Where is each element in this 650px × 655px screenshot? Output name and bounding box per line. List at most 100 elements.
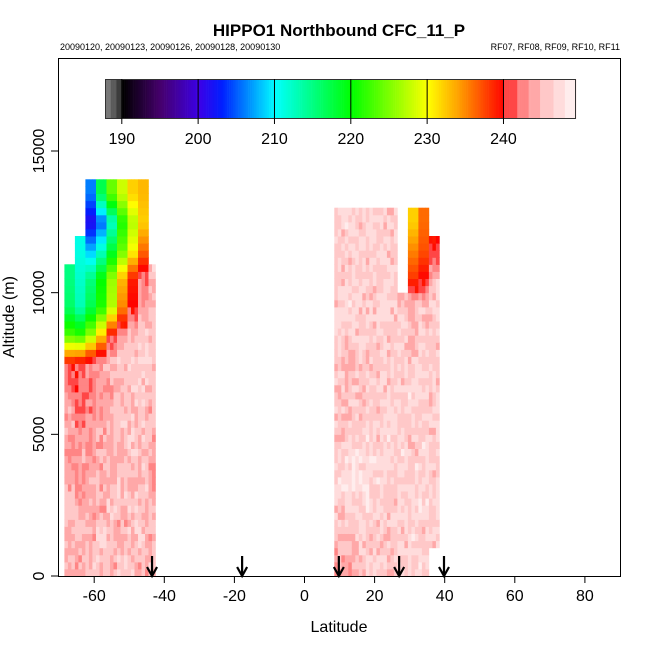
data-cell	[400, 483, 405, 492]
data-cell	[138, 321, 142, 329]
data-cell	[414, 448, 419, 457]
data-cell	[71, 483, 76, 492]
data-cell	[96, 554, 100, 563]
data-cell	[117, 505, 121, 513]
data-cell	[74, 398, 79, 407]
data-cell	[418, 568, 423, 577]
data-cell	[341, 554, 346, 563]
x-tick-label: 60	[506, 588, 524, 605]
data-cell	[407, 533, 412, 542]
data-cell	[81, 285, 86, 294]
data-cell	[379, 306, 384, 315]
data-cell	[334, 469, 339, 478]
data-cell	[362, 328, 367, 336]
data-cell	[379, 257, 384, 265]
data-cell	[81, 455, 86, 464]
data-cell	[421, 491, 426, 499]
data-cell	[400, 292, 405, 301]
data-cell	[355, 469, 360, 478]
data-cell	[390, 363, 395, 372]
data-cell	[78, 469, 83, 478]
data-cell	[386, 413, 391, 421]
data-cell	[148, 483, 153, 492]
colorbar-swatch	[553, 79, 556, 119]
data-cell	[71, 448, 76, 457]
data-cell	[138, 512, 142, 520]
data-cell	[425, 278, 430, 287]
data-cell	[131, 328, 135, 336]
data-cell	[148, 491, 153, 499]
data-cell	[145, 505, 149, 513]
data-cell	[337, 526, 342, 534]
data-cell	[106, 519, 111, 527]
data-cell	[120, 420, 125, 428]
data-cell	[106, 207, 111, 216]
data-cell	[369, 441, 374, 449]
data-cell	[96, 278, 100, 287]
data-cell	[393, 441, 398, 449]
data-cell	[341, 434, 346, 442]
data-cell	[428, 271, 433, 279]
data-cell	[78, 505, 83, 513]
data-cell	[113, 200, 118, 209]
data-cell	[148, 519, 153, 527]
data-cell	[81, 342, 86, 350]
data-cell	[397, 384, 402, 393]
data-cell	[355, 561, 360, 570]
data-cell	[67, 363, 72, 372]
colorbar-swatch	[334, 79, 337, 119]
data-cell	[96, 476, 100, 485]
data-cell	[393, 512, 398, 520]
data-cell	[78, 306, 83, 315]
data-cell	[88, 313, 93, 322]
data-cell	[334, 377, 339, 386]
data-cell	[148, 384, 153, 393]
data-cell	[369, 370, 374, 379]
data-cell	[393, 540, 398, 549]
y-tick-label: 5000	[31, 416, 48, 452]
data-cell	[418, 519, 423, 527]
data-cell	[376, 434, 381, 442]
data-cell	[120, 285, 125, 294]
data-cell	[344, 243, 349, 251]
data-cell	[92, 455, 97, 464]
data-cell	[341, 264, 346, 272]
data-cell	[390, 483, 395, 492]
data-cell	[110, 413, 114, 421]
data-cell	[365, 377, 370, 386]
data-cell	[428, 406, 433, 414]
data-cell	[85, 434, 90, 442]
data-cell	[348, 285, 353, 294]
colorbar-swatch	[145, 79, 148, 119]
data-cell	[134, 299, 139, 308]
data-cell	[421, 384, 426, 393]
data-cell	[376, 561, 381, 570]
data-cell	[334, 257, 339, 265]
data-cell	[92, 413, 97, 421]
data-cell	[145, 413, 149, 421]
data-cell	[67, 568, 72, 577]
data-cell	[432, 257, 437, 265]
data-cell	[334, 455, 339, 464]
data-cell	[64, 406, 69, 414]
colorbar-swatch	[133, 79, 136, 119]
data-cell	[414, 498, 419, 506]
data-cell	[145, 335, 149, 343]
data-cell	[131, 413, 135, 421]
data-cell	[138, 568, 142, 577]
data-cell	[421, 370, 426, 379]
data-cell	[337, 547, 342, 556]
data-cell	[369, 384, 374, 393]
data-cell	[148, 271, 153, 279]
data-cell	[358, 512, 363, 520]
data-cell	[386, 236, 391, 244]
data-cell	[425, 505, 430, 513]
data-cell	[404, 455, 409, 464]
data-cell	[351, 519, 356, 527]
data-cell	[376, 505, 381, 513]
data-cell	[362, 420, 367, 428]
data-cell	[369, 398, 374, 407]
data-cell	[74, 533, 79, 542]
data-cell	[337, 377, 342, 386]
